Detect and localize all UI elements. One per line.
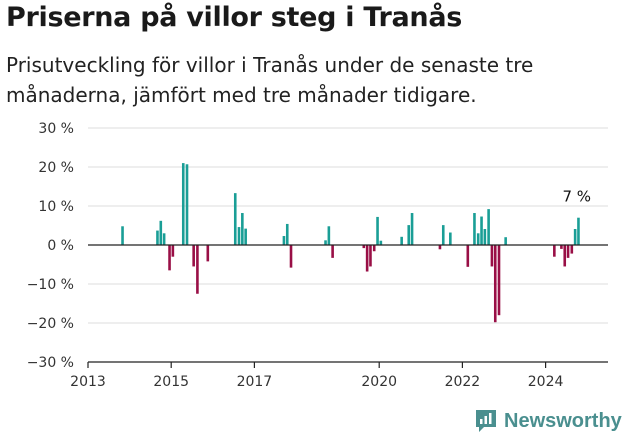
x-tick-label: 2020 [361,374,397,390]
bar [121,226,124,245]
bar [563,245,567,267]
x-tick-label: 2013 [70,374,106,390]
bar [331,245,334,258]
bar [493,245,497,323]
bar [573,229,577,245]
bar [185,164,189,245]
bar [365,245,369,272]
bar [156,230,159,245]
y-tick-label: 20 % [38,160,74,176]
bar [369,245,372,267]
bar [372,245,376,252]
bar [324,240,327,245]
y-tick-label: 30 % [38,121,74,137]
annotation-label: 7 % [563,188,592,206]
bar [483,229,487,245]
y-tick-label: −30 % [27,355,74,371]
bar [289,245,293,268]
bar [233,193,237,245]
chart-subtitle: Prisutveckling för villor i Tranås under… [6,53,534,107]
bar [376,216,379,245]
bar [379,240,383,245]
bar [159,220,163,245]
x-tick-label: 2017 [237,374,273,390]
newsworthy-logo-icon [476,410,496,432]
bar [553,245,556,257]
bar [566,245,570,258]
bar [490,245,494,267]
bar [504,237,507,245]
bar [577,217,580,245]
brand-logo: Newsworthy [474,406,622,436]
x-tick-label: 2022 [445,374,481,390]
bar [362,245,366,249]
bar [441,225,445,245]
bar [407,225,411,245]
brand-name: Newsworthy [504,409,622,432]
bar [285,223,289,245]
bar [410,213,414,245]
bar [237,227,241,245]
bar [476,233,480,245]
bar [196,245,199,294]
x-tick-label: 2015 [153,374,189,390]
bar [473,213,476,245]
bar [168,245,171,271]
bar [438,245,442,250]
bar [449,232,452,245]
bar [327,226,331,245]
bar [244,228,247,245]
y-tick-label: −10 % [27,277,74,293]
bar [206,245,210,262]
bars [121,163,580,323]
chart-title: Priserna på villor steg i Tranås [6,2,463,33]
y-tick-label: −20 % [27,316,74,332]
bar [487,209,490,245]
bar [282,236,286,245]
axes: 30 % 20 % 10 % 0 % −10 % −20 % −30 % 2013 2015 20… [27,121,608,390]
bar [181,163,185,245]
bar [171,245,175,257]
bar [560,245,563,249]
bar [241,213,244,245]
x-tick-label: 2024 [528,374,564,390]
bar [400,236,403,245]
bar [570,245,574,254]
grid-lines [88,127,608,324]
bar [497,245,501,316]
y-tick-label: 10 % [38,199,74,215]
bar [192,245,195,267]
bar [466,245,470,267]
bar [480,216,483,245]
y-tick-label: 0 % [47,238,74,254]
bar [162,233,166,245]
